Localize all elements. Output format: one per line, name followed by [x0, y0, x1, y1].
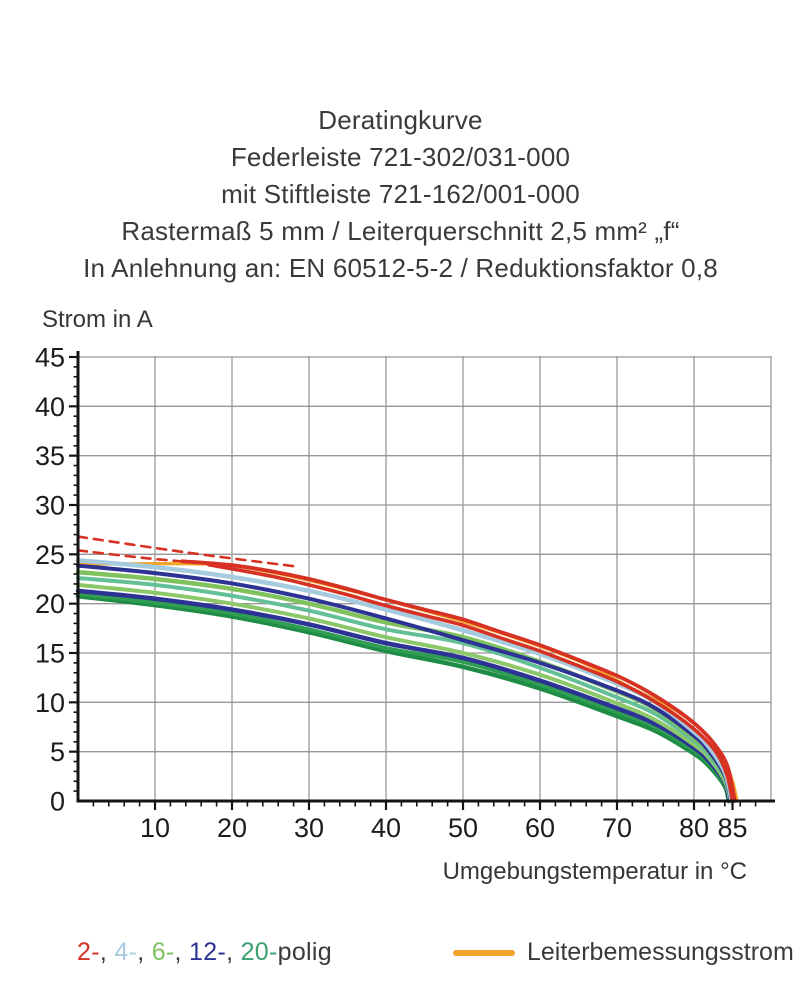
- y-tick-label: 20: [35, 589, 65, 619]
- x-tick-label: 30: [294, 813, 324, 843]
- title-line-3: mit Stiftleiste 721-162/001-000: [221, 179, 580, 209]
- curve-rated-current: [76, 562, 739, 803]
- x-tick-label: 10: [140, 813, 170, 843]
- y-tick-label: 25: [35, 540, 65, 570]
- x-tick-label: 60: [525, 813, 555, 843]
- y-tick-label: 5: [50, 737, 65, 767]
- y-tick-label: 30: [35, 490, 65, 520]
- legend-polig-item: 2-: [77, 938, 100, 966]
- curve-2-polig: [180, 559, 737, 803]
- legend-polig-item: polig: [277, 938, 332, 966]
- legend-polig-item: 20-: [240, 938, 278, 966]
- legend-polig-item: ,: [226, 938, 241, 966]
- rated-current-label: Leiterbemessungsstrom: [527, 938, 794, 966]
- curve-2-polig: [207, 562, 735, 803]
- legend-polig-item: ,: [99, 938, 115, 966]
- curve-6-polig: [76, 582, 733, 803]
- y-tick-label: 15: [35, 638, 65, 668]
- legend-polig: 2-, 4-, 6-, 12-, 20-polig: [77, 938, 332, 967]
- title-line-2: Federleiste 721-302/031-000: [230, 142, 571, 172]
- y-tick-label: 40: [35, 392, 65, 422]
- y-tick-label: 35: [35, 441, 65, 471]
- y-axis-title: Strom in A: [42, 306, 153, 333]
- title-line-4: Rastermaß 5 mm / Leiterquerschnitt 2,5 m…: [121, 216, 680, 246]
- title-line-5: In Anlehnung an: EN 60512-5-2 / Reduktio…: [83, 253, 718, 283]
- legend-rated-current: Leiterbemessungsstrom: [453, 938, 794, 967]
- x-axis-title: Umgebungstemperatur in °C: [442, 858, 747, 885]
- x-tick-label: 80: [679, 813, 709, 843]
- legend-polig-item: ,: [174, 938, 190, 966]
- x-tick-label: 40: [371, 813, 401, 843]
- y-tick-label: 45: [35, 342, 65, 372]
- x-tick-label: 85: [717, 813, 747, 843]
- curve-12-polig: [76, 563, 733, 803]
- y-tick-label: 10: [35, 688, 65, 718]
- x-tick-label: 20: [217, 813, 247, 843]
- legend-polig-item: 4-: [114, 938, 138, 966]
- legend-polig-item: ,: [137, 938, 152, 966]
- curve-2-polig: [76, 535, 295, 568]
- curve-20-polig: [75, 594, 731, 804]
- curve-4-polig: [75, 558, 734, 804]
- y-tick-label: 0: [50, 787, 65, 817]
- x-tick-label: 70: [602, 813, 632, 843]
- x-tick-label: 50: [448, 813, 478, 843]
- legend-polig-item: 6-: [151, 938, 175, 966]
- title-line-1: Deratingkurve: [318, 105, 483, 135]
- legend-polig-item: 12-: [189, 938, 227, 966]
- rated-current-line-swatch: [453, 949, 515, 956]
- chart-title-block: Deratingkurve Federleiste 721-302/031-00…: [0, 102, 801, 287]
